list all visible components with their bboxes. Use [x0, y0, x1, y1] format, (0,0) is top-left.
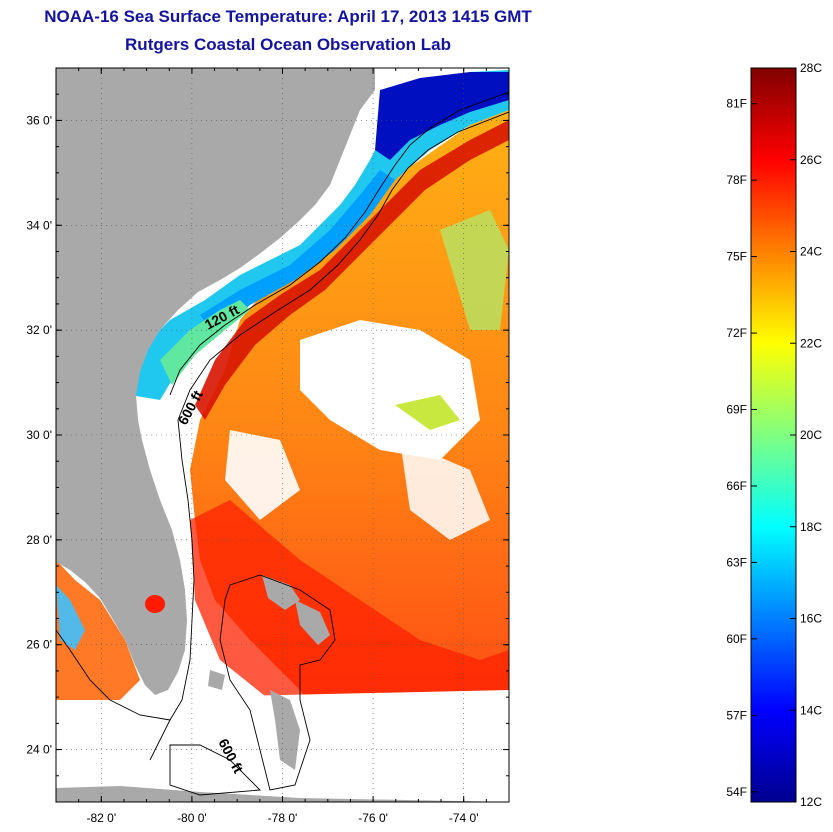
colorbar-c-label: 24C: [800, 245, 822, 259]
colorbar-f-label: 78F: [726, 173, 747, 187]
colorbar-c-label: 18C: [800, 520, 822, 534]
lon-tick-label: -74 0': [449, 811, 479, 825]
bahamas-island: [262, 575, 300, 610]
cloud-gap: [330, 740, 509, 802]
colorbar-f-label: 66F: [726, 479, 747, 493]
shelf-water-green: [160, 300, 250, 385]
lat-tick-label: 32 0': [26, 323, 52, 337]
lat-tick-label: 24 0': [26, 743, 52, 757]
contour-600ft-florida: [149, 419, 195, 761]
contour-bahamas: [219, 574, 336, 791]
colorbar-f-label: 81F: [726, 97, 747, 111]
colorbar-f-label: 60F: [726, 632, 747, 646]
gulf-sst: [56, 560, 140, 700]
lon-tick-label: -78 0': [268, 811, 298, 825]
colorbar-scale: [750, 67, 797, 803]
bahamas-island: [208, 670, 225, 690]
map-subtitle: Rutgers Coastal Ocean Observation Lab: [125, 35, 451, 54]
shelf-water-coldest: [375, 72, 509, 160]
cloud-gap: [400, 440, 490, 540]
sst-cool-patch: [440, 210, 509, 330]
lat-tick-label: 28 0': [26, 533, 52, 547]
colorbar-c-label: 20C: [800, 428, 822, 442]
map-title: NOAA-16 Sea Surface Temperature: April 1…: [44, 7, 532, 26]
lat-tick-label: 34 0': [26, 218, 52, 232]
lat-tick-label: 30 0': [26, 428, 52, 442]
shelf-water-mid: [200, 170, 395, 335]
lon-tick-label: -82 0': [86, 811, 116, 825]
gulf-sst-cool: [56, 585, 85, 650]
colorbar-c-label: 26C: [800, 153, 822, 167]
colorbar-f-label: 63F: [726, 555, 747, 569]
land-mainland: [56, 68, 375, 695]
colorbar-f-label: 69F: [726, 403, 747, 417]
colorbar-c-label: 14C: [800, 703, 822, 717]
lake-okeechobee: [145, 595, 165, 613]
longitude-labels: -82 0' -80 0' -78 0' -76 0' -74 0': [86, 811, 478, 825]
colorbar-c-label: 28C: [800, 61, 822, 75]
colorbar-c-label: 22C: [800, 336, 822, 350]
graticule: [56, 68, 509, 802]
lon-tick-label: -80 0': [177, 811, 207, 825]
gulf-stream-band: [195, 120, 509, 420]
contour-120ft: [169, 91, 509, 396]
cloud-gap: [225, 430, 300, 520]
colorbar-f-label: 75F: [726, 250, 747, 264]
colorbar-c-label: 16C: [800, 612, 822, 626]
latitude-labels: 24 0' 26 0' 28 0' 30 0' 32 0' 34 0' 36 0': [26, 113, 52, 756]
colorbar-f-label: 72F: [726, 326, 747, 340]
lat-tick-label: 36 0': [26, 113, 52, 127]
bahamas-island: [295, 600, 330, 645]
sst-field: [56, 68, 509, 802]
sst-cool-patch: [395, 395, 460, 430]
colorbar-c-label: 12C: [800, 795, 822, 809]
cuba-coast: [56, 786, 509, 802]
lon-tick-label: -76 0': [358, 811, 388, 825]
colorbar: 28C 26C 24C 22C 20C 18C 16C 14C 12C 81F 78F 75F 72F…: [726, 61, 822, 809]
contour-bahamas-south: [169, 744, 262, 796]
shelf-water-cold: [130, 70, 509, 400]
map-ticks: [55, 67, 510, 803]
colorbar-celsius-labels: 28C 26C 24C 22C 20C 18C 16C 14C 12C: [800, 61, 822, 809]
colorbar-fahrenheit-labels: 81F 78F 75F 72F 69F 66F 63F 60F 57F 54F: [726, 97, 747, 799]
contour-gulf: [56, 629, 171, 721]
colorbar-f-label: 57F: [726, 708, 747, 722]
bahamas-island: [270, 690, 300, 770]
contour-600ft: [177, 111, 509, 421]
colorbar-f-label: 54F: [726, 785, 747, 799]
lat-tick-label: 26 0': [26, 638, 52, 652]
